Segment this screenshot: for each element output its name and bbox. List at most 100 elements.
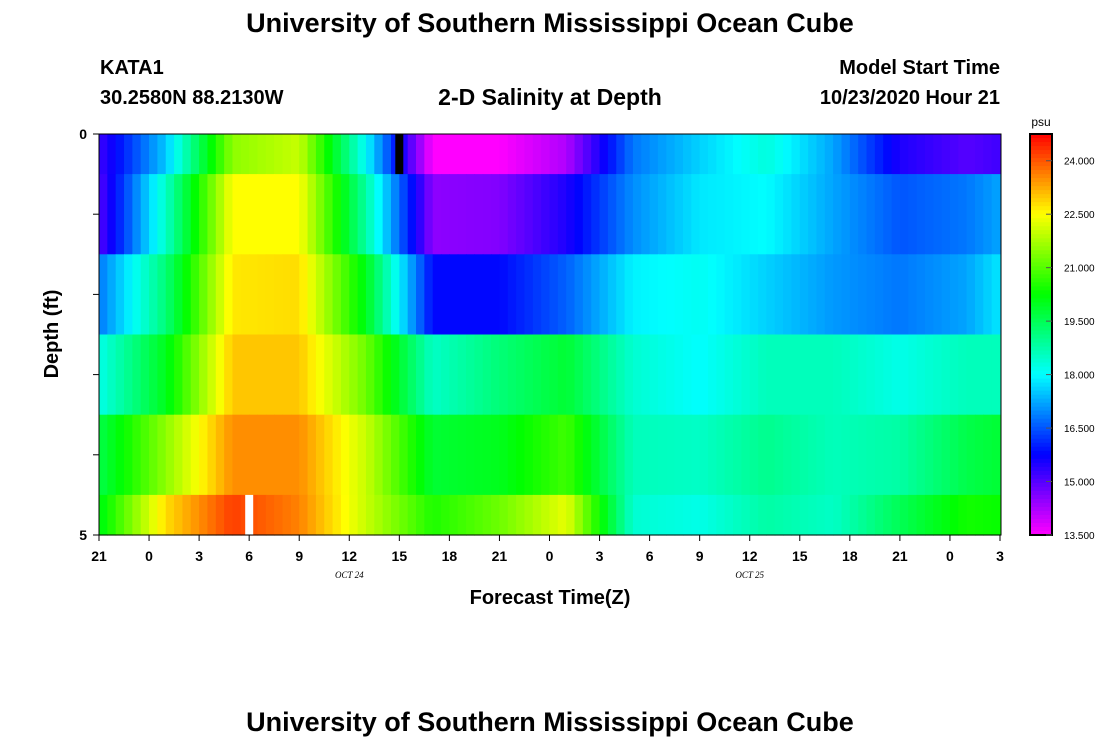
heatmap-cell <box>582 254 592 336</box>
heatmap-cell <box>682 414 692 496</box>
heatmap-cell <box>265 174 275 255</box>
heatmap-cell <box>499 334 509 416</box>
heatmap-cell <box>207 254 217 336</box>
heatmap-cell <box>733 254 742 336</box>
heatmap-cell <box>482 334 492 416</box>
colorbar-segment <box>1030 490 1052 496</box>
heatmap-cell <box>340 414 350 496</box>
heatmap-cell <box>791 134 801 175</box>
colorbar-segment <box>1030 394 1052 400</box>
heatmap-cell <box>441 134 450 175</box>
heatmap-cell <box>649 494 659 536</box>
colorbar-segment <box>1030 134 1052 139</box>
heatmap-cell <box>899 414 909 496</box>
heatmap-cell <box>924 494 934 536</box>
heatmap-cell <box>741 254 751 336</box>
heatmap-cell <box>641 134 651 175</box>
heatmap-cell <box>841 254 851 336</box>
heatmap-cell <box>674 134 684 175</box>
x-tick-label: 12 <box>341 548 357 564</box>
heatmap-cell <box>190 414 200 496</box>
heatmap-cell <box>374 134 384 175</box>
colorbar-segment <box>1030 494 1052 500</box>
heatmap-cell <box>949 414 959 496</box>
heatmap-cell <box>858 494 868 536</box>
colorbar-units: psu <box>1031 115 1050 129</box>
heatmap-cell <box>182 494 192 536</box>
colorbar-tick-label: 13.500 <box>1064 531 1095 542</box>
heatmap-cell <box>532 414 542 496</box>
heatmap-cell <box>199 414 209 496</box>
heatmap-cell <box>299 174 309 255</box>
heatmap-cell <box>716 494 726 536</box>
heatmap-cell <box>549 414 559 496</box>
heatmap-cell <box>641 254 651 336</box>
heatmap-cell <box>390 174 400 255</box>
heatmap-cell <box>340 134 350 175</box>
heatmap-cell <box>841 494 851 536</box>
heatmap-cell <box>224 134 234 175</box>
heatmap-cell <box>491 414 501 496</box>
heatmap-cell <box>407 494 417 536</box>
heatmap-cell <box>232 494 242 536</box>
heatmap-cell <box>307 254 317 336</box>
heatmap-cell <box>908 254 918 336</box>
heatmap-cell <box>582 334 592 416</box>
heatmap-cell <box>324 174 334 255</box>
heatmap-cell <box>549 174 559 255</box>
heatmap-cell <box>891 494 901 536</box>
x-tick-label: 21 <box>892 548 908 564</box>
colorbar-segment <box>1030 414 1052 420</box>
heatmap-cell <box>708 174 717 255</box>
heatmap-cell <box>149 254 158 336</box>
heatmap-cell <box>182 254 192 336</box>
heatmap-cell <box>791 174 801 255</box>
heatmap-cell <box>699 134 709 175</box>
colorbar-segment <box>1030 386 1052 392</box>
heatmap-cell <box>649 174 659 255</box>
heatmap-cell <box>883 334 893 416</box>
heatmap-cell <box>457 254 467 336</box>
colorbar-segment <box>1030 442 1052 448</box>
heatmap-cell <box>516 414 526 496</box>
heatmap-cell <box>682 174 692 255</box>
heatmap-cell <box>574 334 584 416</box>
heatmap-cell <box>674 494 684 536</box>
heatmap-cell <box>449 494 459 536</box>
heatmap-cell <box>657 174 667 255</box>
heatmap-cell <box>724 334 734 416</box>
heatmap-cell <box>507 174 517 255</box>
heatmap-cell <box>99 254 108 336</box>
heatmap-cell <box>574 254 584 336</box>
heatmap-cell <box>916 254 926 336</box>
heatmap-cell <box>924 254 934 336</box>
heatmap-cell <box>983 254 993 336</box>
heatmap-cell <box>340 494 350 536</box>
heatmap-cell <box>749 494 759 536</box>
colorbar-segment <box>1030 486 1052 492</box>
heatmap-cell <box>883 494 893 536</box>
heatmap-cell <box>424 134 434 175</box>
heatmap-cell <box>165 134 175 175</box>
heatmap-cell <box>315 254 325 336</box>
colorbar-segment <box>1030 158 1052 163</box>
heatmap-cell <box>708 414 717 496</box>
colorbar-segment <box>1030 146 1052 151</box>
heatmap-cell <box>124 494 133 536</box>
heatmap-cell <box>190 174 200 255</box>
heatmap-cell <box>991 494 1001 536</box>
heatmap-cell <box>682 494 692 536</box>
heatmap-cell <box>240 334 250 416</box>
heatmap-cell <box>215 334 225 416</box>
heatmap-cell <box>783 174 793 255</box>
heatmap-cell <box>582 134 592 175</box>
colorbar-segment <box>1030 210 1052 215</box>
heatmap-cell <box>666 134 676 175</box>
x-tick-label: 6 <box>245 548 253 564</box>
heatmap-cell <box>282 254 292 336</box>
heatmap-cell <box>983 334 993 416</box>
heatmap-cell <box>374 254 384 336</box>
heatmap-cell <box>207 174 217 255</box>
colorbar-segment <box>1030 150 1052 155</box>
heatmap-cell <box>566 334 576 416</box>
